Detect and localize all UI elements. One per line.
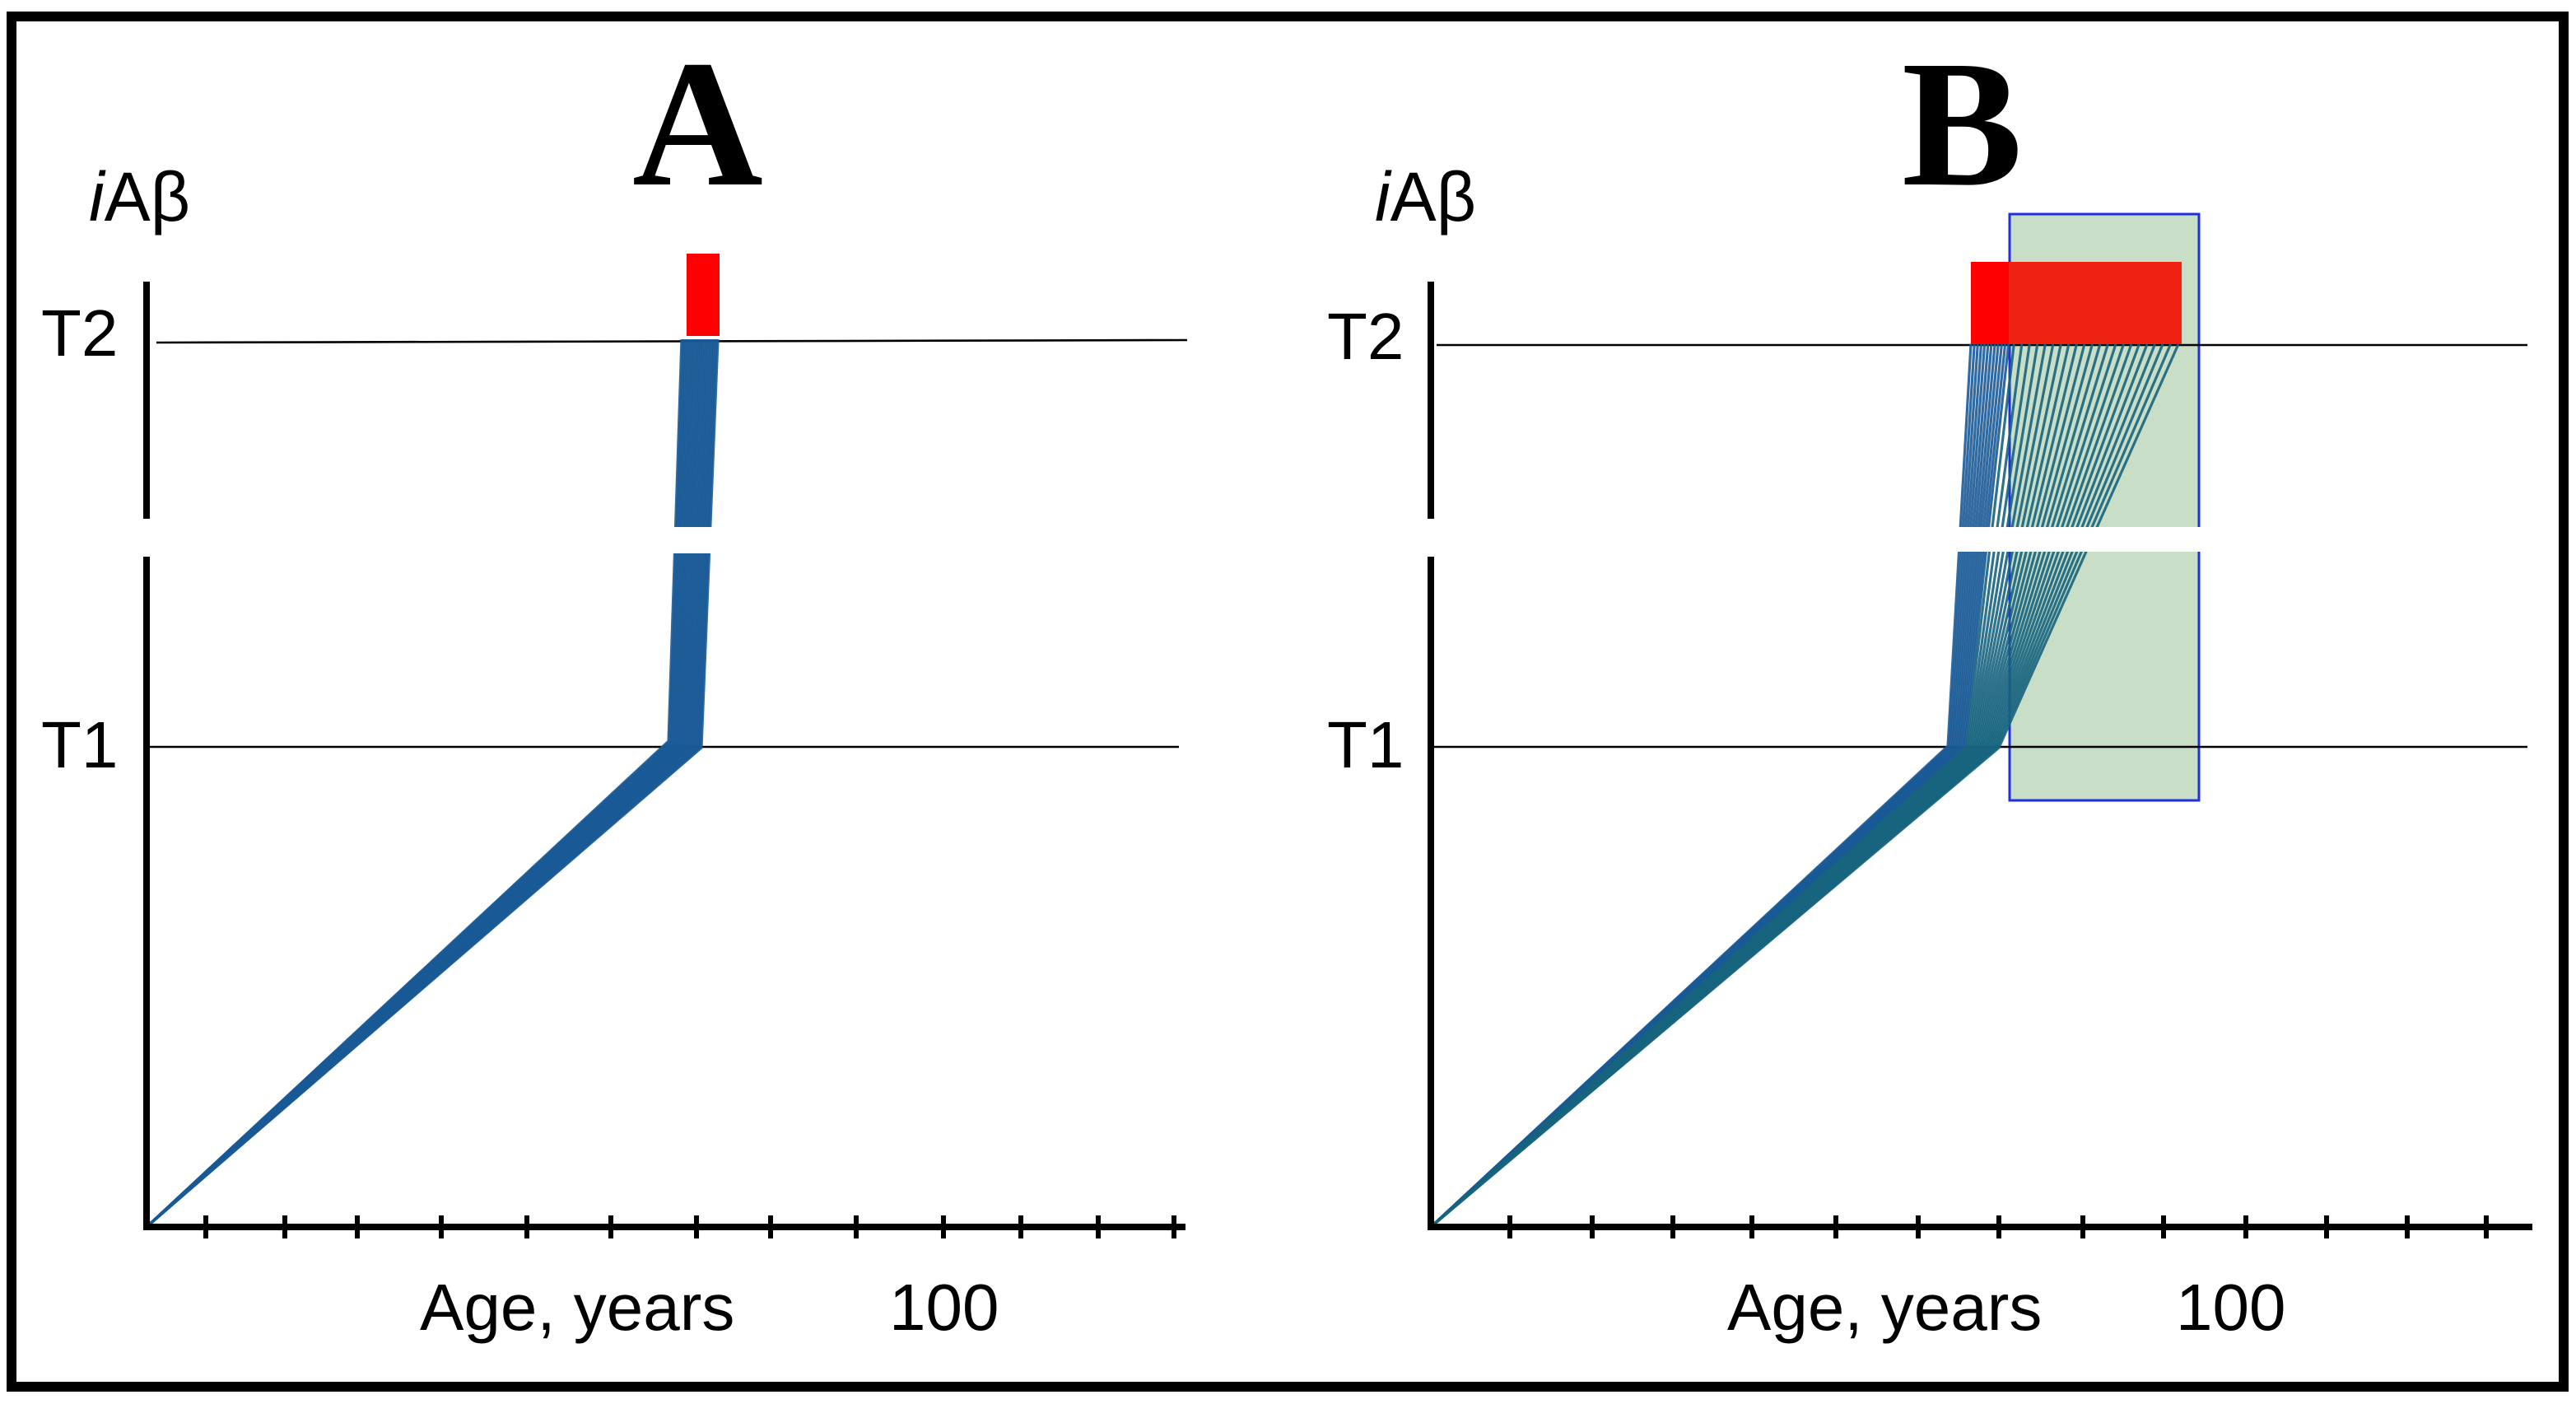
panel-b-x-tick-100: 100 xyxy=(2176,1271,2285,1344)
panel-a-trajectory xyxy=(145,338,698,1229)
panel-a-trajectory xyxy=(145,338,705,1229)
panel-b-x-label: Age, years xyxy=(1727,1271,2042,1344)
panel-a-trajectory xyxy=(145,338,695,1229)
panel-a-trajectory xyxy=(145,338,683,1229)
panel-b-trajectory xyxy=(1429,343,2102,1229)
panel-a-trajectory xyxy=(145,338,720,1229)
panel-b-onset-box-early xyxy=(1971,262,2010,344)
panel-b-trajectory xyxy=(1429,343,2007,1229)
panel-a-trajectory xyxy=(145,338,702,1229)
panel-a-x-ticks xyxy=(203,1215,1176,1238)
panel-a: A iAβ T2 T1 Age, years 100 xyxy=(41,23,1202,1344)
panel-b-trajectory xyxy=(1429,343,2055,1229)
panel-b-trajectory xyxy=(1429,343,1983,1229)
panel-b-trajectory xyxy=(1429,343,1973,1229)
figure-frame xyxy=(7,12,2569,1392)
panel-a-trajectory xyxy=(145,338,689,1229)
panel-a-trajectory xyxy=(145,338,685,1229)
panel-b-trajectory xyxy=(1429,343,1979,1229)
panel-b-trajectories xyxy=(1429,343,2180,1229)
panel-a-onset-box xyxy=(687,254,720,336)
panel-b-trajectory xyxy=(1429,343,2109,1229)
panel-b-onset-box-delayed xyxy=(2009,262,2182,344)
panel-a-y-label-rest: Aβ xyxy=(105,158,190,236)
panel-a-x-label: Age, years xyxy=(420,1271,734,1344)
panel-b-trajectory xyxy=(1429,343,2071,1229)
panel-b-axis-break xyxy=(1424,527,2536,552)
panel-a-trajectory xyxy=(145,338,696,1229)
panel-a-trajectory xyxy=(145,338,699,1229)
panel-b-x-ticks xyxy=(1507,1215,2489,1238)
panel-a-t1-label: T1 xyxy=(41,708,118,781)
panel-b-trajectory xyxy=(1429,343,1987,1229)
panel-b: B iAβ T2 T1 Age, years 100 xyxy=(1327,23,2536,1344)
panel-a-trajectory xyxy=(145,338,692,1229)
panel-b-letter: B xyxy=(1902,23,2023,224)
panel-b-t2-label: T2 xyxy=(1327,300,1404,373)
panel-b-trajectory xyxy=(1429,343,1976,1229)
panel-a-trajectory xyxy=(145,338,706,1229)
panel-a-trajectory xyxy=(145,338,687,1229)
panel-a-trajectory xyxy=(145,338,687,1229)
panel-a-trajectory xyxy=(145,338,691,1229)
panel-b-y-label-rest: Aβ xyxy=(1390,158,1476,236)
panel-a-y-label-italic: i xyxy=(89,158,106,236)
panel-b-trajectory xyxy=(1429,343,2180,1229)
panel-a-trajectory xyxy=(145,338,704,1229)
panel-b-y-label-italic: i xyxy=(1375,158,1392,236)
panel-b-t1-label: T1 xyxy=(1327,708,1404,781)
panel-a-trajectories xyxy=(145,338,720,1229)
panel-a-t2-line xyxy=(156,338,1188,344)
panel-a-trajectory xyxy=(145,338,701,1229)
panel-a-x-tick-100: 100 xyxy=(889,1271,999,1344)
panel-a-t2-label: T2 xyxy=(41,296,118,370)
panel-a-trajectory xyxy=(145,338,693,1229)
panel-b-y-label: iAβ xyxy=(1375,158,1476,236)
panel-a-y-label: iAβ xyxy=(89,158,190,236)
panel-a-axis-break xyxy=(140,527,1202,553)
panel-a-letter: A xyxy=(632,23,763,224)
